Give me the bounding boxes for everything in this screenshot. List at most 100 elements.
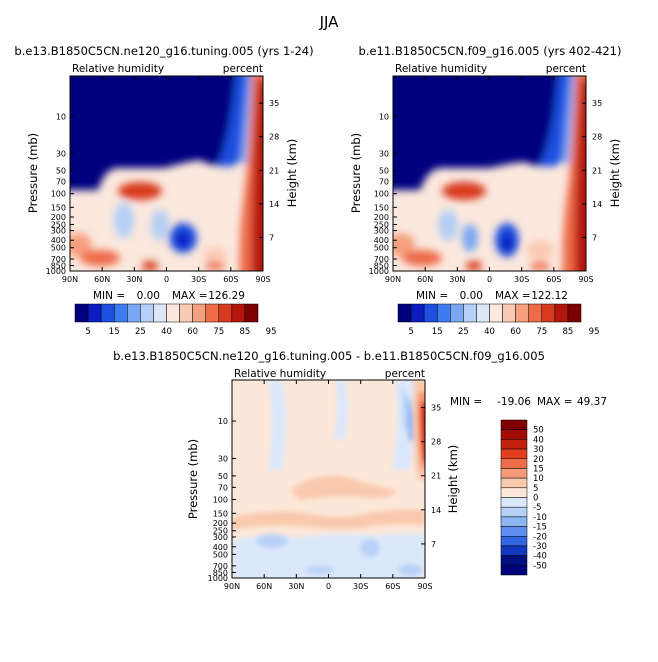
colorbar-label: 15 <box>109 327 120 337</box>
colorbar-label: 40 <box>484 327 495 337</box>
panel-b-max-label: MAX = <box>495 290 531 302</box>
colorbar-label: 15 <box>533 464 544 474</box>
y-tick-label: 850 <box>51 262 66 271</box>
panel-c-y2-label: Height (km) <box>446 445 460 514</box>
panel-c-variable-label: Relative humidity <box>234 368 326 380</box>
y-tick-label: 1000 <box>208 574 228 583</box>
panel-b-y2-label: Height (km) <box>608 139 622 208</box>
colorbar-swatch <box>500 526 528 537</box>
colorbar-swatch <box>500 545 528 556</box>
y-tick-label: 10 <box>218 417 228 426</box>
colorbar-swatch <box>541 303 556 323</box>
colorbar-swatch <box>500 506 528 518</box>
panel-b-max-value: 122.12 <box>531 290 568 302</box>
colorbar-swatch <box>500 468 528 479</box>
y2-tick-label: 7 <box>592 233 597 242</box>
x-tick-label: 30N <box>288 582 304 591</box>
y-tick-label: 300 <box>213 533 228 542</box>
x-tick-label: 90S <box>578 275 593 284</box>
panel-a-y-label: Pressure (mb) <box>26 133 40 213</box>
x-tick-label: 90N <box>224 582 240 591</box>
panel-a-max-value: 126.29 <box>208 290 245 302</box>
panel-c-units-label: percent <box>385 368 425 380</box>
colorbar-label: -20 <box>533 532 547 542</box>
y-tick-label: 300 <box>374 227 389 236</box>
colorbar-swatch <box>500 497 528 508</box>
colorbar-swatch <box>231 303 246 323</box>
y-tick-label: 150 <box>374 203 389 212</box>
y2-tick-label: 21 <box>592 166 602 175</box>
panel-b-min-label: MIN = <box>416 290 448 302</box>
y-tick-label: 30 <box>56 149 66 158</box>
y2-tick-label: 21 <box>431 472 441 481</box>
y2-tick-label: 14 <box>592 200 602 209</box>
colorbar-label: 25 <box>458 327 469 337</box>
colorbar-label: 95 <box>589 327 600 337</box>
y-tick-label: 400 <box>51 236 66 245</box>
y-tick-label: 100 <box>213 496 228 505</box>
colorbar-swatch <box>500 419 528 430</box>
panel-b-min-value: 0.00 <box>460 290 483 302</box>
colorbar-swatch <box>140 303 154 323</box>
colorbar-swatch <box>567 303 582 323</box>
panel-a-variable-label: Relative humidity <box>72 63 164 75</box>
colorbar-label: 20 <box>533 455 544 465</box>
colorbar-label: 5 <box>533 484 538 494</box>
colorbar-label: -30 <box>533 542 547 552</box>
colorbar-label: 5 <box>408 327 413 337</box>
colorbar-swatch <box>502 303 516 323</box>
colorbar-swatch <box>500 565 528 576</box>
colorbar-label: 5 <box>85 327 90 337</box>
x-tick-label: 0 <box>164 275 169 284</box>
y-tick-label: 50 <box>379 166 389 175</box>
y-tick-label: 300 <box>51 227 66 236</box>
y-tick-label: 10 <box>379 112 389 121</box>
y2-tick-label: 28 <box>431 438 441 447</box>
y-tick-label: 50 <box>218 472 228 481</box>
y2-tick-label: 7 <box>431 540 436 549</box>
colorbar-swatch <box>500 439 528 450</box>
panel-b-title: b.e11.B1850C5CN.f09_g16.005 (yrs 402-421… <box>359 44 622 58</box>
colorbar-swatch <box>166 303 180 323</box>
colorbar-label: 85 <box>240 327 251 337</box>
x-tick-label: 90N <box>62 275 78 284</box>
panel-b-y-label: Pressure (mb) <box>349 133 363 213</box>
panel-a-units-label: percent <box>223 63 263 75</box>
panel-c-min-value: -19.06 <box>497 396 531 408</box>
panel-c-min-label: MIN = <box>450 396 482 408</box>
x-tick-label: 90S <box>255 275 270 284</box>
y-tick-label: 150 <box>51 203 66 212</box>
x-tick-label: 30S <box>191 275 206 284</box>
y-tick-label: 30 <box>379 149 389 158</box>
colorbar-label: 15 <box>432 327 443 337</box>
panel-c: b.e13.B1850C5CN.ne120_g16.tuning.005 - b… <box>113 349 607 591</box>
x-tick-label: 60S <box>385 582 400 591</box>
colorbar-label: -50 <box>533 561 547 571</box>
colorbar-swatch <box>127 303 141 323</box>
y-tick-label: 50 <box>56 166 66 175</box>
colorbar-label: 40 <box>533 435 544 445</box>
panel-a-title: b.e13.B1850C5CN.ne120_g16.tuning.005 (yr… <box>14 44 313 58</box>
colorbar-label: 40 <box>161 327 172 337</box>
colorbar-swatch <box>476 303 490 323</box>
x-tick-label: 0 <box>487 275 492 284</box>
colorbar-swatch <box>397 303 412 323</box>
panel-a-y2-label: Height (km) <box>285 139 299 208</box>
colorbar-label: 60 <box>510 327 521 337</box>
y-tick-label: 200 <box>213 519 228 528</box>
y-tick-label: 1000 <box>369 267 389 276</box>
x-tick-label: 60N <box>417 275 433 284</box>
colorbar-label: 25 <box>135 327 146 337</box>
colorbar-label: 0 <box>533 494 538 504</box>
colorbar-swatch <box>500 536 528 547</box>
y2-tick-label: 35 <box>431 404 441 413</box>
x-tick-label: 30N <box>126 275 142 284</box>
panel-b-field <box>393 76 586 271</box>
colorbar-swatch <box>205 303 220 323</box>
x-tick-label: 60N <box>256 582 272 591</box>
colorbar-swatch <box>463 303 477 323</box>
colorbar-label: 95 <box>266 327 277 337</box>
panel-a-min-label: MIN = <box>93 290 125 302</box>
y-tick-label: 150 <box>213 509 228 518</box>
colorbar-label: 75 <box>536 327 547 337</box>
